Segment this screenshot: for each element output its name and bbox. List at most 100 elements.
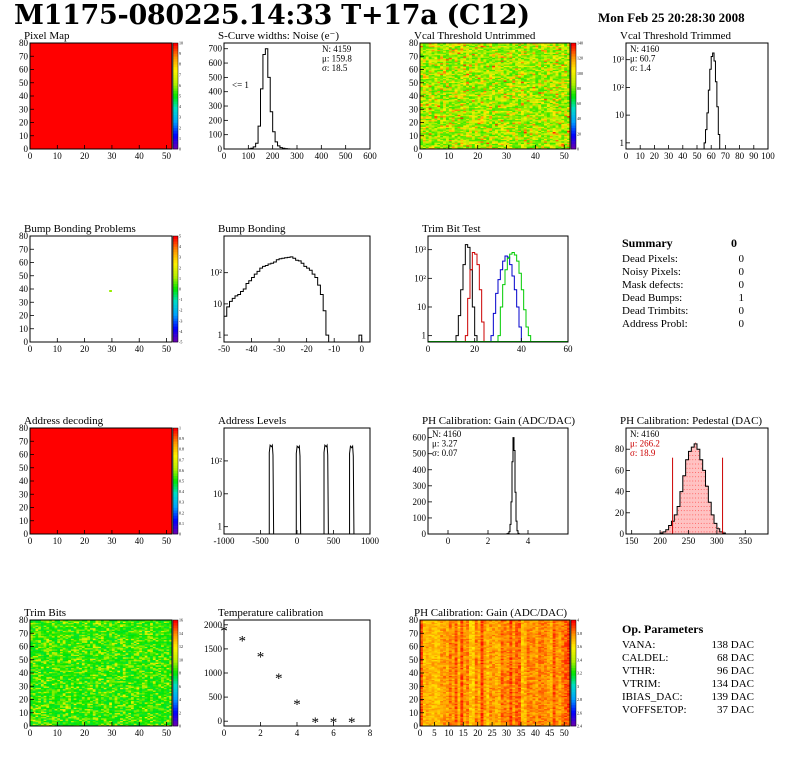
vcal-trimmed-xtick-7: 70 [721,151,731,161]
scurve-xtick-0: 0 [222,151,227,161]
ph-pedestal-ytick-1: 20 [615,508,625,518]
pixel-map-zlabel-2: 2 [179,125,181,130]
op-label-voffsetop: VOFFSETOP: [622,704,687,716]
pixel-map-ytick-4: 40 [19,91,29,101]
bump-problems-zlabel-4: -1 [179,297,182,302]
pixel-map-xtick-1: 10 [53,151,63,161]
address-decoding-xtick-5: 50 [162,536,172,546]
trim-bits-ytick-6: 60 [19,642,29,652]
op-label-ibias-dac: IBIAS_DAC: [622,691,683,703]
summary-label-address-probl: Address Probl: [622,318,688,330]
ph-gain-map-xtick-5: 25 [488,728,498,738]
scurve-annotation: <= 1 [232,80,249,90]
vcal-trimmed-xtick-3: 30 [664,151,674,161]
ph-gain-ytick-1: 100 [413,513,427,523]
bump-problems-zlabel-3: -2 [179,308,182,313]
vcal-untrimmed-ytick-1: 10 [409,131,419,141]
address-decoding-panel: Address decoding 0 0.1 0.2 0.3 0.4 0.5 0.6 0.7 0.… [19,415,184,546]
vcal-trimmed-histogram [703,52,721,149]
op-label-caldel: CALDEL: [622,652,669,664]
pixel-map-zlabel-9: 9 [179,51,181,56]
vcal-trimmed-xtick-10: 100 [761,151,775,161]
vcal-untrimmed-ytick-6: 60 [409,65,419,75]
pixel-map-ytick-8: 80 [19,38,29,48]
trim-bit-test-ytick-1: 10 [417,302,427,312]
temperature-point-7: * [348,715,356,731]
ph-pedestal-hatch [661,442,725,533]
scurve-xtick-4: 400 [315,151,329,161]
pixel-map-zlabel-3: 3 [179,115,181,120]
address-decoding-colorbar [172,427,179,535]
ph-gain-ytick-2: 200 [413,497,427,507]
summary-value-dead-bumps: 1 [738,292,745,304]
summary-total: 0 [731,236,737,250]
scurve-ytick-1: 100 [209,130,223,140]
summary-table: Summary 0 Dead Pixels: 0 Noisy Pixels: 0… [622,236,752,336]
temperature-point-5: * [312,715,320,731]
vcal-trimmed-xtick-4: 40 [678,151,688,161]
vcal-trimmed-ytick-1: 10 [615,110,625,120]
scurve-ytick-2: 200 [209,115,223,125]
ph-pedestal-title: PH Calibration: Pedestal (DAC) [620,415,762,427]
scurve-ytick-3: 300 [209,101,223,111]
trim-bits-zlabel-7: 14 [179,631,183,636]
trim-bits-xtick-3: 30 [107,728,117,738]
bump-problems-zlabel-7: 2 [179,265,181,270]
pixel-map-zlabel-10: 10 [179,41,183,46]
op-value-vana: 138 DAC [711,639,754,651]
summary-value-noisy-pixels: 0 [738,266,745,278]
trim-bits-cells [30,620,172,726]
address-levels-ytick-1: 10 [213,489,223,499]
ph-gain-xtick-2: 4 [526,536,531,546]
address-decoding-zlabel-5: 0.5 [179,479,184,484]
ph-pedestal-fill [660,443,726,534]
trim-bits-ytick-8: 80 [19,615,29,625]
bump-problems-ytick-3: 30 [19,297,29,307]
scurve-ytick-7: 700 [209,44,223,54]
ph-gain-stat-2: σ: 0.07 [432,448,458,458]
pixel-map-ytick-2: 20 [19,118,29,128]
summary-value-mask-defects: 0 [738,279,745,291]
ph-pedestal-histogram [659,443,726,534]
vcal-trimmed-ytick-3: 10³ [612,55,624,65]
ph-pedestal-ytick-3: 60 [615,465,625,475]
vcal-untrimmed-ytick-7: 70 [409,51,419,61]
bump-problems-colorbar [172,235,179,343]
trim-bit-test-xtick-3: 60 [564,344,574,354]
address-decoding-zlabel-7: 0.7 [179,457,184,462]
address-decoding-zlabel-2: 0.2 [179,510,184,515]
ph-gain-map-xtick-6: 30 [502,728,512,738]
vcal-untrimmed-cells [420,43,570,149]
bump-bonding-xtick-0: -50 [218,344,230,354]
address-decoding-cells [30,428,172,534]
vcal-trimmed-ytick-2: 10² [612,82,624,92]
pixel-map-xtick-2: 20 [80,151,90,161]
ph-gain-panel: PH Calibration: Gain (ADC/DAC) 0 2 4 0 100 200… [413,415,576,546]
vcal-untrimmed-zlabel-5: 100 [577,71,583,76]
address-levels-peak-0 [268,443,275,534]
ph-gain-map-zlabel-7: 3.8 [577,631,582,636]
vcal-trimmed-xtick-1: 10 [636,151,646,161]
ph-gain-map-xtick-4: 20 [473,728,483,738]
bump-problems-zlabel-5: 0 [179,287,181,292]
pixel-map-zlabel-4: 4 [179,104,181,109]
pixel-map-ytick-7: 70 [19,51,29,61]
address-decoding-zlabel-10: 1 [179,426,181,431]
bump-problems-xtick-0: 0 [28,344,33,354]
ph-gain-stat-0: N: 4160 [432,429,462,439]
vcal-untrimmed-xtick-5: 50 [560,151,570,161]
scurve-stat-1: μ: 159.8 [322,54,352,64]
bump-problems-xtick-1: 10 [53,344,63,354]
op-label-vana: VANA: [622,639,656,651]
scurve-xtick-5: 500 [339,151,353,161]
vcal-untrimmed-zlabel-6: 120 [577,56,583,61]
ph-gain-map-title: PH Calibration: Gain (ADC/DAC) [414,607,567,619]
vcal-trimmed-stat-1: μ: 60.7 [630,54,656,64]
bump-problems-ytick-0: 0 [24,337,29,347]
address-decoding-xtick-3: 30 [107,536,117,546]
ph-gain-xtick-0: 0 [446,536,451,546]
scurve-xtick-1: 100 [242,151,256,161]
trim-bit-test-series-3 [497,251,532,342]
ph-gain-map-ytick-7: 70 [409,628,419,638]
vcal-untrimmed-xtick-2: 20 [473,151,483,161]
